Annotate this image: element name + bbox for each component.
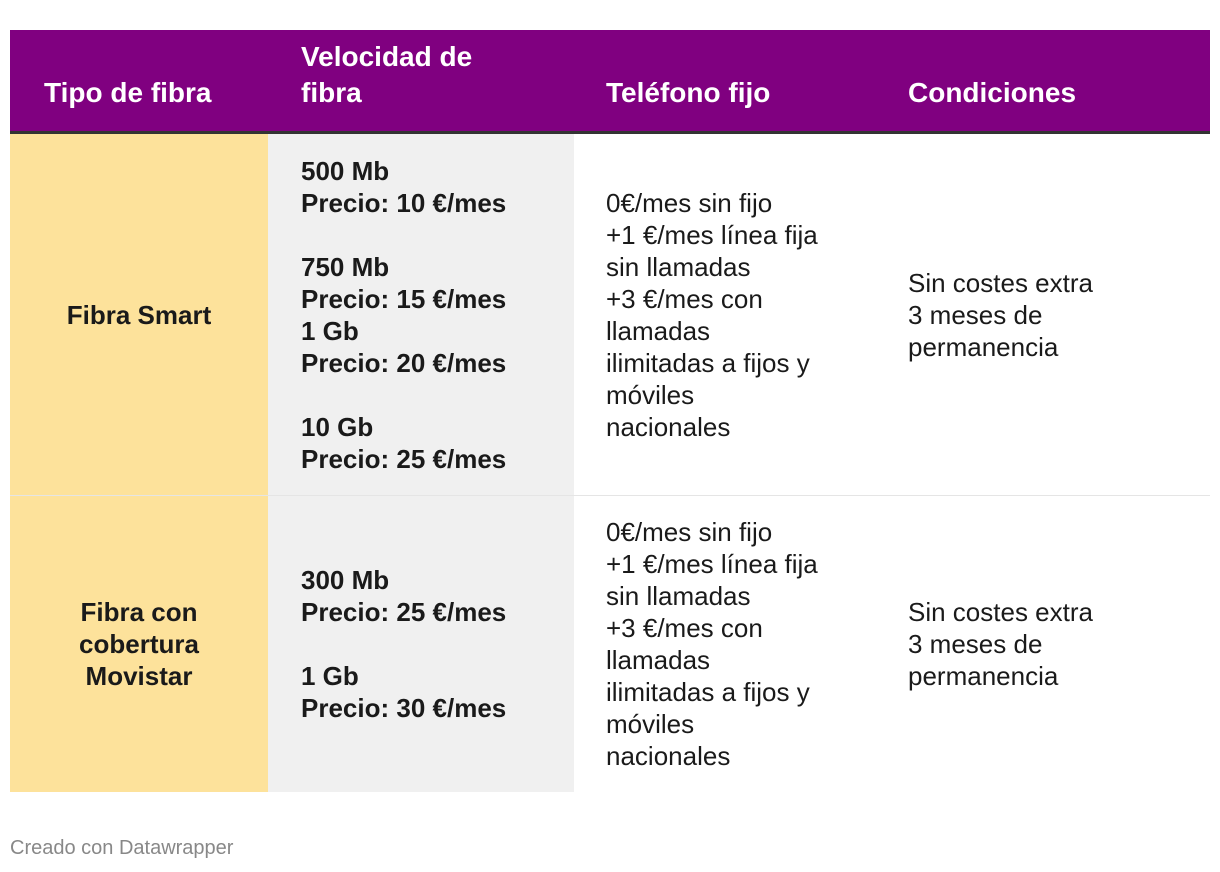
price-label: Precio: 10 €/mes xyxy=(301,187,507,218)
telefono-cell: 0€/mes sin fijo +1 €/mes línea fija sin … xyxy=(574,134,876,495)
telefono-option: +3 €/mes con llamadas ilimitadas a fijos… xyxy=(606,283,810,442)
condiciones-cell: Sin costes extra 3 meses de permanencia xyxy=(876,134,1210,495)
condicion-text: Sin costes extra xyxy=(908,267,1093,298)
speed-tier: 750 Mb Precio: 15 €/mes xyxy=(301,251,506,315)
speed-tier: 1 Gb Precio: 30 €/mes xyxy=(301,660,506,724)
telefono-option: 0€/mes sin fijo xyxy=(606,187,773,218)
velocidad-cell: 300 Mb Precio: 25 €/mes 1 Gb Precio: 30 … xyxy=(268,496,574,792)
condiciones-cell: Sin costes extra 3 meses de permanencia xyxy=(876,496,1210,792)
telefono-option: +1 €/mes línea fija sin llamadas xyxy=(606,549,818,611)
telefono-cell: 0€/mes sin fijo +1 €/mes línea fija sin … xyxy=(574,496,876,792)
speed-tier: 300 Mb Precio: 25 €/mes xyxy=(301,564,506,628)
column-header-tipo: Tipo de fibra xyxy=(44,77,212,108)
telefono-option: +1 €/mes línea fija sin llamadas xyxy=(606,219,818,282)
table-row: Fibra Smart 500 Mb Precio: 10 €/mes 750 … xyxy=(10,134,1210,496)
fiber-plans-table: Tipo de fibra Velocidad de fibra Teléfon… xyxy=(10,30,1210,792)
tipo-cell: Fibra con cobertura Movistar xyxy=(10,496,268,792)
speed-label: 300 Mb xyxy=(301,565,390,595)
speed-label: 500 Mb xyxy=(301,155,390,186)
price-label: Precio: 25 €/mes xyxy=(301,443,507,474)
price-label: Precio: 25 €/mes xyxy=(301,597,507,627)
tipo-cell: Fibra Smart xyxy=(10,134,268,495)
speed-label: 1 Gb xyxy=(301,315,359,346)
telefono-option: 0€/mes sin fijo xyxy=(606,517,773,547)
telefono-option: +3 €/mes con llamadas ilimitadas a fijos… xyxy=(606,613,810,771)
footer-credit: Creado con Datawrapper xyxy=(10,837,234,859)
condicion-text: 3 meses de permanencia xyxy=(908,629,1059,691)
speed-tier: 10 Gb Precio: 25 €/mes xyxy=(301,411,506,475)
price-label: Precio: 30 €/mes xyxy=(301,693,507,723)
price-label: Precio: 20 €/mes xyxy=(301,347,507,378)
column-header-velocidad: Velocidad de fibra xyxy=(301,41,473,108)
speed-tier: 1 Gb Precio: 20 €/mes xyxy=(301,315,506,379)
speed-tier: 500 Mb Precio: 10 €/mes xyxy=(301,155,506,219)
velocidad-cell: 500 Mb Precio: 10 €/mes 750 Mb Precio: 1… xyxy=(268,134,574,495)
table-row: Fibra con cobertura Movistar 300 Mb Prec… xyxy=(10,496,1210,792)
column-header-telefono: Teléfono fijo xyxy=(606,77,771,108)
speed-label: 10 Gb xyxy=(301,411,374,442)
tipo-label: Fibra Smart xyxy=(66,299,212,330)
speed-label: 1 Gb xyxy=(301,661,359,691)
table-header: Tipo de fibra Velocidad de fibra Teléfon… xyxy=(10,30,1210,134)
condicion-text: Sin costes extra xyxy=(908,597,1093,627)
column-header-condiciones: Condiciones xyxy=(908,77,1077,108)
tipo-label: Fibra con cobertura Movistar xyxy=(79,597,199,691)
price-label: Precio: 15 €/mes xyxy=(301,283,507,314)
speed-label: 750 Mb xyxy=(301,251,390,282)
condicion-text: 3 meses de permanencia xyxy=(908,299,1059,362)
